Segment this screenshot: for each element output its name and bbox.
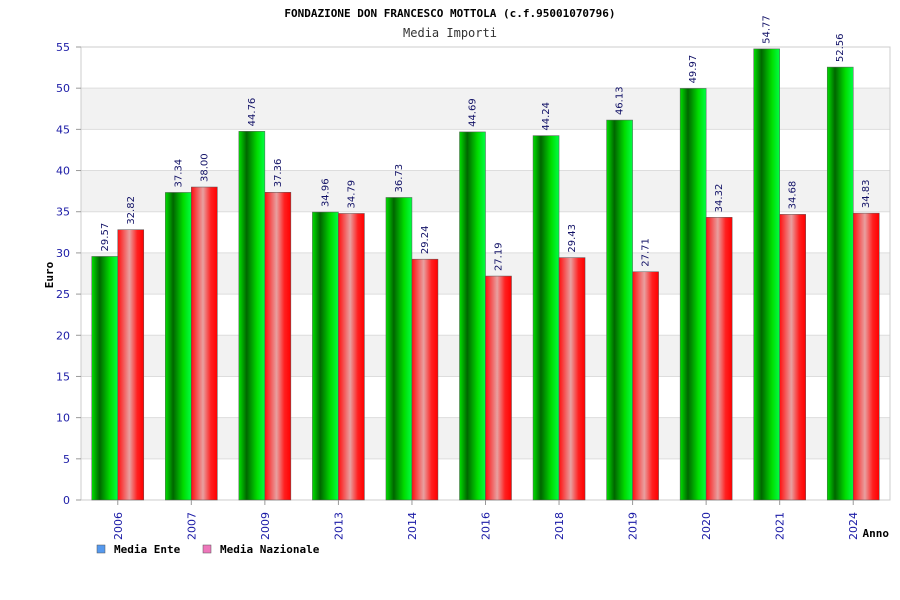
- y-tick-label: 50: [56, 82, 70, 95]
- bar-media-nazionale-2024: [852, 212, 880, 501]
- value-label: 34.68: [788, 181, 799, 210]
- x-tick-label: 2013: [332, 512, 345, 540]
- y-tick-label: 10: [56, 412, 70, 425]
- value-label: 54.77: [762, 15, 773, 44]
- bar-media-nazionale-2019: [632, 271, 659, 501]
- x-axis-ticks: 2006 2007 2009 2013 2014 2016 2018 2019 2020 2021…: [112, 500, 860, 540]
- x-tick-label: 2006: [112, 512, 125, 540]
- bar-media-nazionale-2018: [558, 257, 586, 501]
- value-label: 27.19: [494, 242, 505, 271]
- x-axis-label: Anno: [863, 527, 890, 540]
- chart-title: FONDAZIONE DON FRANCESCO MOTTOLA (c.f.95…: [284, 7, 615, 20]
- x-tick-label: 2018: [553, 512, 566, 540]
- value-label: 29.57: [100, 223, 111, 252]
- value-label: 44.69: [468, 98, 479, 127]
- legend-label-media-ente: Media Ente: [114, 543, 181, 556]
- value-label: 27.71: [641, 238, 652, 267]
- value-label: 34.32: [714, 184, 725, 213]
- value-label: 44.24: [541, 102, 552, 131]
- y-tick-label: 35: [56, 206, 70, 219]
- y-axis-ticks: 0 5 10 15 20 25 30 35 40 45 50 55: [56, 41, 81, 507]
- y-tick-label: 30: [56, 247, 70, 260]
- y-tick-label: 15: [56, 370, 70, 383]
- value-label: 38.00: [199, 153, 210, 182]
- value-label: 29.43: [567, 224, 578, 253]
- bars: [91, 48, 880, 501]
- bar-media-ente-2013: [312, 211, 339, 501]
- x-tick-label: 2019: [627, 512, 640, 540]
- chart-subtitle: Media Importi: [403, 26, 497, 40]
- bar-media-nazionale-2016: [485, 275, 512, 501]
- y-tick-label: 5: [63, 453, 70, 466]
- bar-media-ente-2018: [532, 135, 560, 501]
- y-tick-label: 45: [56, 123, 70, 136]
- y-tick-label: 0: [63, 494, 70, 507]
- bar-media-ente-2016: [459, 131, 486, 501]
- x-tick-label: 2020: [700, 512, 713, 540]
- bar-media-ente-2006: [91, 256, 119, 501]
- x-tick-label: 2014: [406, 512, 419, 540]
- value-label: 44.76: [247, 98, 258, 127]
- y-tick-label: 55: [56, 41, 70, 54]
- x-tick-label: 2007: [185, 512, 198, 540]
- value-label: 36.73: [394, 164, 405, 193]
- bar-media-nazionale-2021: [779, 214, 806, 501]
- legend-label-media-nazionale: Media Nazionale: [220, 543, 320, 556]
- bar-media-ente-2007: [165, 192, 192, 501]
- value-label: 34.96: [320, 178, 331, 207]
- legend-swatch-media-nazionale: [202, 544, 212, 554]
- value-label: 37.36: [273, 159, 284, 188]
- value-label: 46.13: [615, 86, 626, 115]
- value-label: 34.79: [346, 180, 357, 209]
- value-label: 32.82: [126, 196, 137, 225]
- value-label: 37.34: [173, 159, 184, 188]
- x-tick-label: 2024: [847, 512, 860, 540]
- x-tick-label: 2021: [774, 512, 787, 540]
- y-axis-label: Euro: [43, 261, 56, 288]
- bar-media-nazionale-2009: [264, 192, 292, 501]
- bar-media-nazionale-2007: [191, 186, 218, 501]
- value-label: 29.24: [420, 226, 431, 255]
- bar-media-ente-2014: [385, 197, 413, 501]
- bar-media-nazionale-2013: [338, 213, 365, 501]
- bar-media-nazionale-2006: [117, 229, 145, 501]
- value-label: 49.97: [688, 55, 699, 84]
- bar-media-ente-2021: [753, 48, 780, 501]
- bar-media-ente-2019: [606, 119, 633, 501]
- y-tick-label: 25: [56, 288, 70, 301]
- legend: Media Ente Media Nazionale: [96, 543, 320, 556]
- value-labels: 29.57 32.82 37.34 38.00 44.76 37.36 34.96 34.79…: [100, 15, 872, 271]
- bar-media-ente-2024: [826, 66, 854, 501]
- legend-swatch-media-ente: [96, 544, 106, 554]
- bar-media-ente-2020: [679, 88, 707, 501]
- bar-media-nazionale-2014: [411, 258, 439, 501]
- bar-media-ente-2009: [238, 131, 266, 501]
- value-label: 34.83: [861, 179, 872, 208]
- value-label: 52.56: [835, 33, 846, 62]
- y-tick-label: 20: [56, 329, 70, 342]
- x-tick-label: 2009: [259, 512, 272, 540]
- y-tick-label: 40: [56, 165, 70, 178]
- x-tick-label: 2016: [480, 512, 493, 540]
- bar-media-nazionale-2020: [705, 217, 733, 501]
